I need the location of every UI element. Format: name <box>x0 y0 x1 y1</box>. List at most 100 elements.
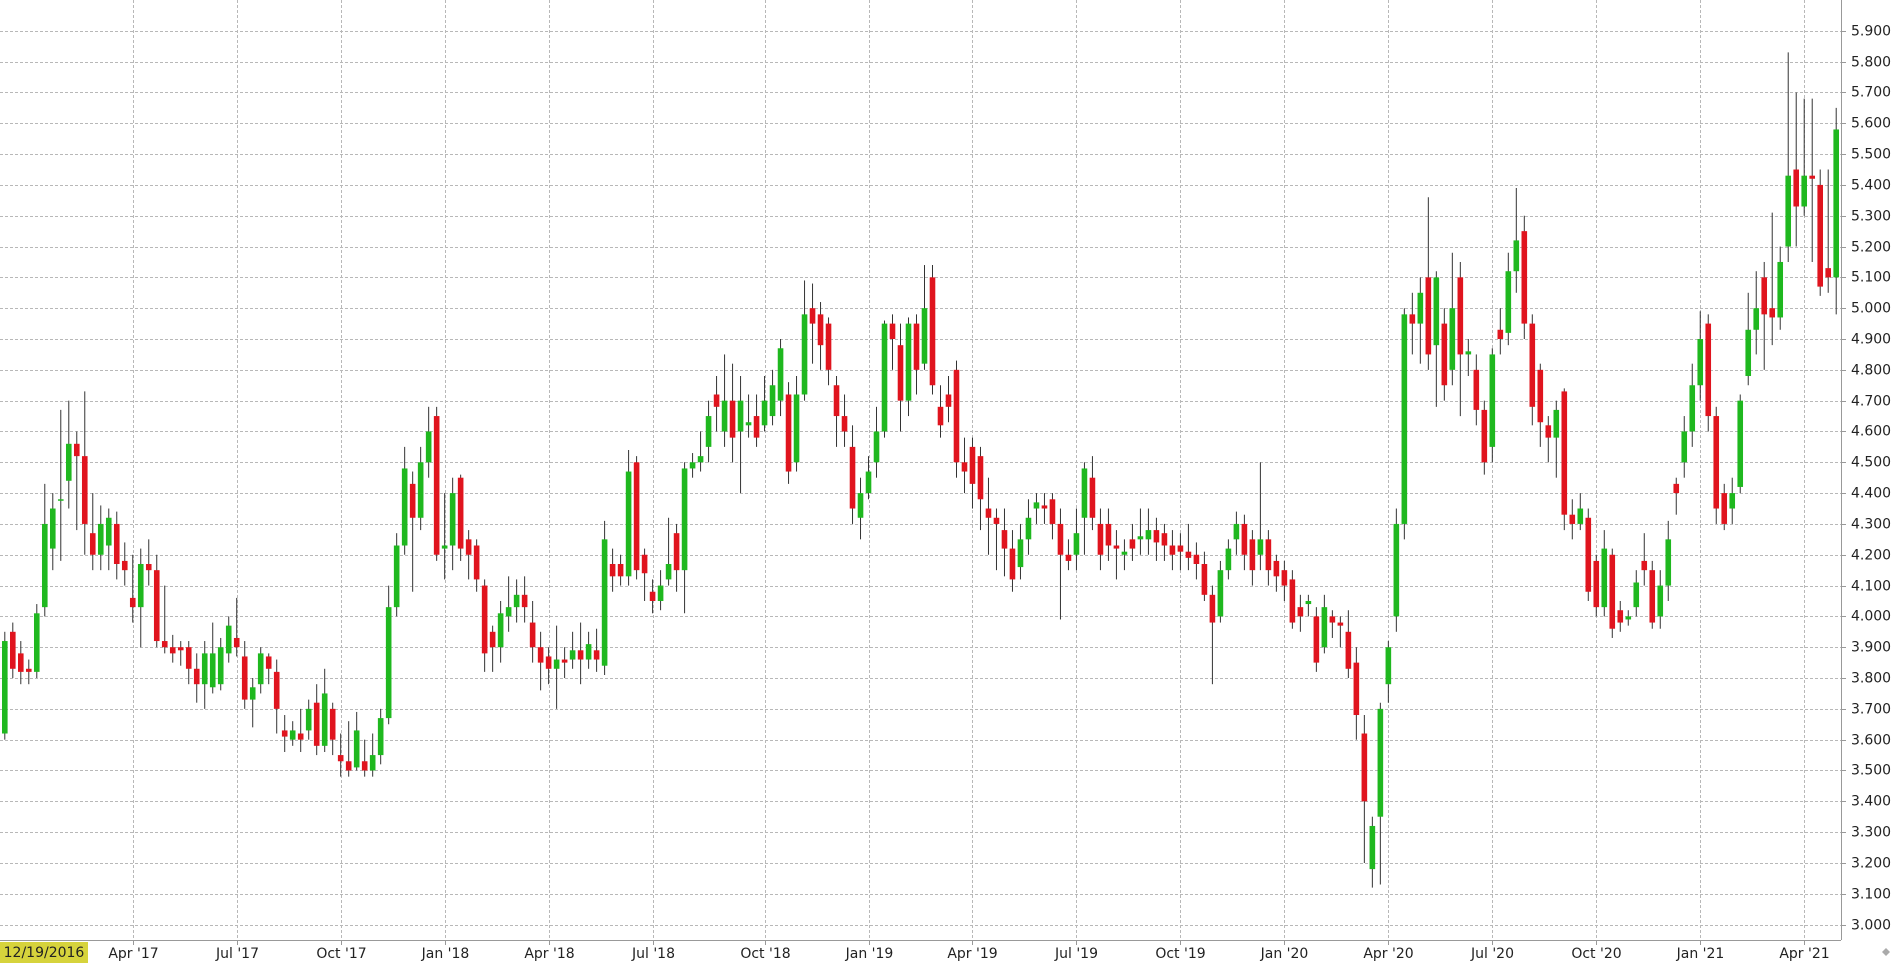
candle-body <box>1337 622 1344 626</box>
y-tick-label: 4.900 <box>1851 332 1891 348</box>
candle-body <box>81 456 88 524</box>
candle-body <box>745 422 752 426</box>
y-tick-label: 5.200 <box>1851 240 1891 256</box>
x-tick-label: Apr '21 <box>1779 946 1829 962</box>
candle-body <box>1065 554 1072 561</box>
candle-body <box>1505 271 1512 333</box>
candle-body <box>905 323 912 401</box>
candle-body <box>1385 647 1392 685</box>
candle-body <box>793 394 800 463</box>
candle-body <box>649 591 656 601</box>
y-tick-label: 4.000 <box>1851 609 1891 625</box>
candle-body <box>969 446 976 484</box>
candle-body <box>705 416 712 447</box>
y-tick-label: 5.400 <box>1851 178 1891 194</box>
candle-body <box>305 708 312 731</box>
candle-body <box>913 323 920 370</box>
candle-body <box>577 650 584 660</box>
candle-body <box>313 702 320 746</box>
candle-body <box>1281 570 1288 586</box>
candle-body <box>1617 610 1624 623</box>
candle-body <box>1097 523 1104 555</box>
candle-body <box>377 718 384 756</box>
candle-body <box>177 647 184 651</box>
candle-body <box>1289 579 1296 623</box>
candle-body <box>1769 308 1776 318</box>
candle-body <box>849 446 856 509</box>
candle-body <box>1009 548 1016 580</box>
candle-body <box>233 637 240 648</box>
y-tick-label: 5.300 <box>1851 209 1891 225</box>
candle-body <box>865 471 872 494</box>
candle-body <box>1449 308 1456 370</box>
candle-body <box>1521 231 1528 324</box>
x-tick-label: Oct '18 <box>740 946 790 962</box>
candle-body <box>1585 517 1592 592</box>
candle-body <box>1369 825 1376 870</box>
candle-body <box>1265 539 1272 571</box>
candle-body <box>1601 548 1608 608</box>
y-tick-label: 4.800 <box>1851 363 1891 379</box>
candle-body <box>569 650 576 660</box>
candle-body <box>977 456 984 500</box>
candle-body <box>945 394 952 407</box>
candle-body <box>1073 533 1080 555</box>
candle-body <box>1465 351 1472 355</box>
candle-body <box>433 416 440 555</box>
grid <box>0 0 1846 945</box>
candle-body <box>1001 530 1008 549</box>
candle-body <box>441 545 448 549</box>
candle-body <box>889 323 896 340</box>
candle-body <box>641 554 648 574</box>
candle-body <box>1801 175 1808 207</box>
candle-body <box>1345 631 1352 669</box>
candle-body <box>537 647 544 663</box>
candle-body <box>1697 339 1704 386</box>
candle-body <box>241 656 248 700</box>
candle-body <box>1193 554 1200 564</box>
candle-body <box>1273 560 1280 577</box>
candle-body <box>73 443 80 457</box>
candle-body <box>385 607 392 719</box>
y-tick-label: 4.200 <box>1851 548 1891 564</box>
y-tick-label: 4.400 <box>1851 486 1891 502</box>
candle-body <box>65 443 72 481</box>
candle-body <box>953 369 960 463</box>
candle-body <box>1145 530 1152 540</box>
candle-body <box>1665 539 1672 586</box>
candle-body <box>1753 308 1760 330</box>
candle-body <box>1593 560 1600 608</box>
candle-body <box>489 631 496 648</box>
y-tick-label: 3.100 <box>1851 887 1891 903</box>
y-tick-label: 3.800 <box>1851 671 1891 687</box>
candle-body <box>1233 523 1240 540</box>
y-tick-label: 5.600 <box>1851 116 1891 132</box>
x-tick-label: Oct '20 <box>1571 946 1621 962</box>
candle-body <box>1569 514 1576 524</box>
candle-body <box>425 431 432 463</box>
candle-body <box>617 564 624 577</box>
candle-body <box>665 564 672 580</box>
candle-body <box>345 761 352 771</box>
candle-body <box>1209 594 1216 623</box>
candle-body <box>1649 570 1656 623</box>
candle-body <box>329 708 336 740</box>
candle-body <box>713 394 720 407</box>
candle-body <box>1217 570 1224 617</box>
x-tick-label: Jan '21 <box>1676 946 1725 962</box>
y-tick-label: 4.500 <box>1851 455 1891 471</box>
candle-body <box>209 653 216 688</box>
candle-body <box>1809 175 1816 179</box>
candle-body <box>321 693 328 746</box>
candle-body <box>1113 545 1120 549</box>
y-tick-label: 4.100 <box>1851 579 1891 595</box>
candle-body <box>505 607 512 617</box>
candle-body <box>1305 600 1312 605</box>
candle-body <box>1313 616 1320 663</box>
candle-body <box>1513 240 1520 272</box>
candle-body <box>529 622 536 648</box>
candle-body <box>497 613 504 648</box>
candle-body <box>337 755 344 762</box>
candle-body <box>1201 564 1208 595</box>
candle-body <box>1129 539 1136 549</box>
